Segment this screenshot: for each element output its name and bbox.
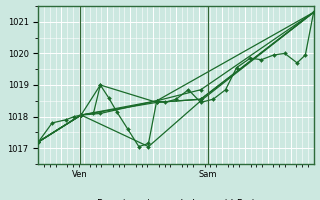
Text: Sam: Sam — [198, 170, 217, 179]
Text: Pression niveau de la mer( hPa ): Pression niveau de la mer( hPa ) — [97, 199, 255, 200]
Text: Ven: Ven — [72, 170, 88, 179]
